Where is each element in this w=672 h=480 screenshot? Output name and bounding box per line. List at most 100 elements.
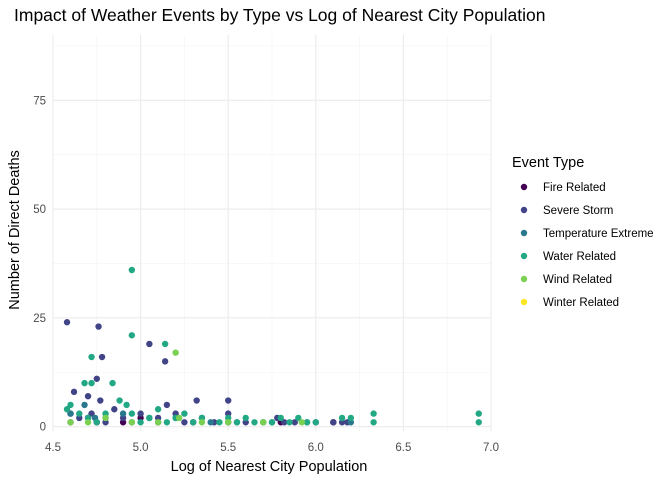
data-point xyxy=(84,419,92,426)
data-point xyxy=(123,401,130,409)
data-point xyxy=(98,353,106,361)
legend-label: Water Related xyxy=(543,251,616,263)
data-point xyxy=(295,414,302,422)
data-point xyxy=(161,340,169,348)
legend-label: Temperature Extreme xyxy=(543,228,654,240)
data-point xyxy=(207,419,214,426)
legend-label: Wind Related xyxy=(543,274,612,286)
data-point xyxy=(281,419,288,426)
x-tick-label: 5.0 xyxy=(133,442,149,454)
data-point xyxy=(291,419,298,426)
data-point xyxy=(286,419,293,426)
data-point xyxy=(251,419,258,426)
data-point xyxy=(63,319,71,326)
legend-label: Winter Related xyxy=(543,297,619,309)
data-points xyxy=(63,266,482,426)
data-point xyxy=(111,406,118,413)
data-point xyxy=(128,410,136,417)
data-point xyxy=(67,401,74,409)
data-point xyxy=(475,410,482,417)
data-point xyxy=(303,419,311,426)
legend-swatch xyxy=(520,298,528,306)
data-point xyxy=(137,410,144,417)
data-point xyxy=(93,419,101,426)
data-point xyxy=(154,406,162,413)
data-point xyxy=(128,419,136,426)
y-tick-label: 50 xyxy=(33,204,46,216)
data-point xyxy=(330,419,337,426)
data-point xyxy=(312,419,319,426)
chart-title: Impact of Weather Events by Type vs Log … xyxy=(14,5,545,25)
data-point xyxy=(88,379,95,387)
data-point xyxy=(225,397,232,404)
data-point xyxy=(163,419,171,426)
data-point xyxy=(63,406,71,413)
legend-swatch xyxy=(520,252,528,260)
x-tick-label: 6.5 xyxy=(395,442,411,454)
data-point xyxy=(109,379,116,387)
data-point xyxy=(76,410,83,417)
x-tick-label: 4.5 xyxy=(45,442,61,454)
data-point xyxy=(137,419,144,426)
x-tick-label: 7.0 xyxy=(483,442,499,454)
data-point xyxy=(128,332,136,339)
data-point xyxy=(81,379,88,387)
y-tick-label: 0 xyxy=(40,422,46,434)
x-tick-label: 5.5 xyxy=(220,442,236,454)
data-point xyxy=(298,419,305,426)
data-point xyxy=(95,323,102,330)
data-point xyxy=(260,419,267,426)
x-tick-label: 6.0 xyxy=(308,442,324,454)
data-point xyxy=(146,414,153,422)
data-point xyxy=(154,419,162,426)
data-point xyxy=(193,397,200,404)
data-point xyxy=(216,419,223,426)
legend-swatch xyxy=(520,229,528,237)
legend-swatch xyxy=(520,183,528,191)
y-tick-label: 75 xyxy=(33,95,46,107)
data-point xyxy=(88,410,95,417)
data-point xyxy=(119,410,127,417)
data-point xyxy=(172,349,179,356)
data-point xyxy=(67,410,74,417)
legend-swatch xyxy=(520,275,528,283)
data-point xyxy=(128,266,136,274)
data-point xyxy=(81,401,88,409)
legend-swatch xyxy=(520,206,528,214)
data-point xyxy=(97,397,104,404)
data-point xyxy=(88,353,95,361)
data-point xyxy=(370,410,377,417)
data-point xyxy=(347,414,355,422)
legend: Event Type Fire Related Severe Storm Tempe… xyxy=(512,155,654,309)
data-point xyxy=(67,419,74,426)
data-point xyxy=(163,401,171,409)
data-point xyxy=(181,410,188,417)
legend-label: Severe Storm xyxy=(543,205,613,217)
legend-label: Fire Related xyxy=(543,182,606,194)
data-point xyxy=(181,419,188,426)
data-point xyxy=(225,419,232,426)
data-point xyxy=(102,414,109,422)
data-point xyxy=(338,414,346,422)
legend-title: Event Type xyxy=(512,155,584,171)
data-point xyxy=(277,414,284,422)
y-tick-label: 25 xyxy=(33,313,46,325)
data-point xyxy=(475,419,482,426)
data-point xyxy=(116,397,123,404)
data-point xyxy=(370,419,377,426)
y-axis-title: Number of Direct Deaths xyxy=(7,150,23,310)
data-point xyxy=(93,375,101,382)
data-point xyxy=(84,392,92,400)
data-point xyxy=(198,419,206,426)
x-axis-title: Log of Nearest City Population xyxy=(171,459,368,475)
y-axis-tick-labels: 0 25 50 75 xyxy=(33,95,46,433)
data-point xyxy=(233,419,241,426)
data-point xyxy=(189,419,197,426)
data-point xyxy=(242,414,249,422)
legend-items: Fire Related Severe Storm Temperature Extr… xyxy=(520,182,654,309)
data-point xyxy=(175,414,183,422)
grid-lines xyxy=(52,35,492,431)
data-point xyxy=(268,419,276,426)
data-point xyxy=(70,388,78,396)
